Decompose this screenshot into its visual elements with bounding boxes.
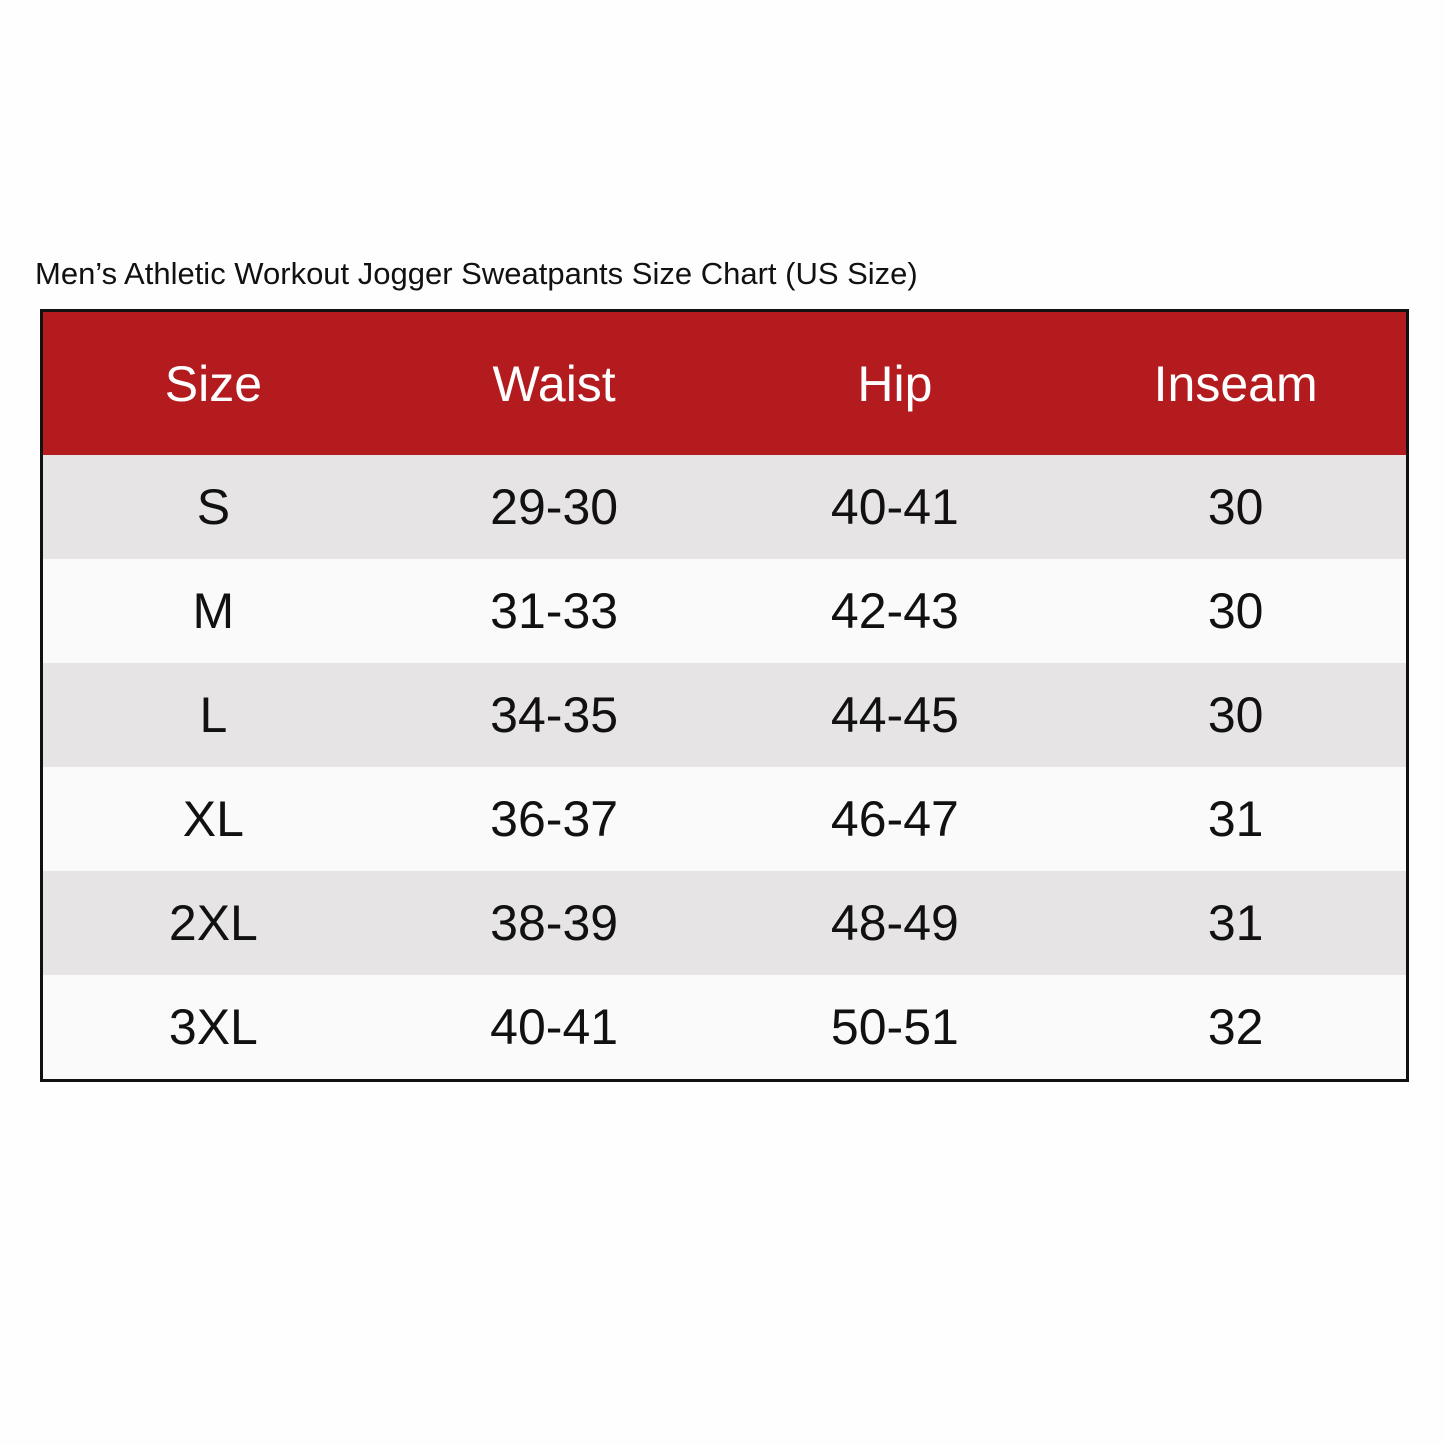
table-cell: 34-35: [490, 687, 619, 743]
table-cell: 36-37: [490, 791, 619, 847]
table-cell: 50-51: [830, 999, 959, 1055]
table-cell: 30: [1207, 479, 1264, 535]
table-cell: M: [192, 583, 235, 639]
header-cell: Waist: [492, 355, 616, 412]
table-cell: 3XL: [168, 999, 258, 1055]
header-cell: Inseam: [1153, 355, 1318, 412]
table-row: XL 36-37 46-47 31: [43, 767, 1406, 871]
table-cell: 40-41: [830, 479, 959, 535]
table-cell: 2XL: [168, 895, 258, 951]
header-cell: Size: [164, 355, 262, 412]
title: Men’s Athletic Workout Jogger Sweatpants…: [35, 256, 918, 291]
header-cell: Hip: [857, 355, 933, 412]
table-row: 2XL 38-39 48-49 31: [43, 871, 1406, 975]
table-cell: 31: [1207, 791, 1264, 847]
table-cell: 44-45: [830, 687, 959, 743]
table-cell: XL: [182, 791, 244, 847]
table-cell: S: [196, 479, 231, 535]
table-row: L 34-35 44-45 30: [43, 663, 1406, 767]
size-table: Size Waist Hip Inseam S 29-30 40-41 30 M 31-33 42-…: [40, 309, 1409, 1082]
table-cell: L: [199, 687, 228, 743]
table-cell: 40-41: [490, 999, 619, 1055]
table-cell: 30: [1207, 583, 1264, 639]
table-cell: 30: [1207, 687, 1264, 743]
table-row: S 29-30 40-41 30: [43, 455, 1406, 559]
table-cell: 31-33: [490, 583, 619, 639]
table-cell: 42-43: [830, 583, 959, 639]
table-cell: 48-49: [830, 895, 959, 951]
table-row: M 31-33 42-43 30: [43, 559, 1406, 663]
table-cell: 32: [1207, 999, 1264, 1055]
table-cell: 31: [1207, 895, 1264, 951]
table-row: 3XL 40-41 50-51 32: [43, 975, 1406, 1079]
table-cell: 29-30: [490, 479, 619, 535]
table-cell: 46-47: [830, 791, 959, 847]
table-cell: 38-39: [490, 895, 619, 951]
header-row: Size Waist Hip Inseam: [43, 312, 1406, 455]
